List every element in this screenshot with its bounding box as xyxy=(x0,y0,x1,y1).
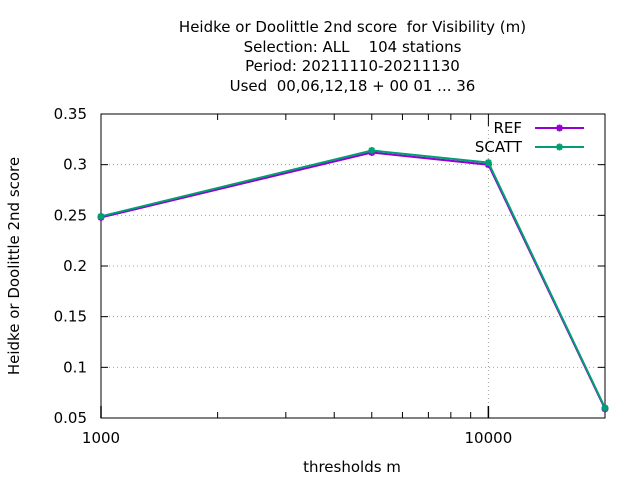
data-point-marker xyxy=(97,213,105,220)
series-line xyxy=(100,151,606,410)
y-tick-label: 0.25 xyxy=(54,206,87,224)
data-point-marker xyxy=(368,147,375,154)
legend-label: SCATT xyxy=(475,138,523,156)
legend-marker xyxy=(556,143,563,151)
title-line-3: Period: 20211110-20211130 xyxy=(245,57,460,75)
series-ref xyxy=(97,149,609,413)
legend-entry-ref: REF xyxy=(493,119,584,137)
title-line-4: Used 00,06,12,18 + 00 01 ... 36 xyxy=(229,76,476,95)
legend-label: REF xyxy=(493,119,522,137)
data-point-marker xyxy=(601,404,609,412)
legend-entry-scatt: SCATT xyxy=(475,138,584,156)
x-tick-label: 1000 xyxy=(82,429,120,447)
y-tick-label: 0.05 xyxy=(54,409,87,427)
data-point xyxy=(97,212,105,220)
data-point-marker xyxy=(485,159,492,166)
data-point xyxy=(484,159,492,167)
y-tick-label: 0.3 xyxy=(63,156,87,174)
y-tick-label: 0.1 xyxy=(63,358,87,376)
y-tick-label: 0.2 xyxy=(63,257,87,275)
series-line xyxy=(100,149,606,409)
data-point xyxy=(368,146,376,154)
x-axis-label: thresholds m xyxy=(303,458,401,476)
legend-marker xyxy=(556,124,563,132)
title-line-1: Heidke or Doolittle 2nd score for Visibi… xyxy=(178,18,527,36)
x-tick-label: 10000 xyxy=(465,429,513,447)
title-line-2: Selection: ALL 104 stations xyxy=(243,37,462,56)
y-tick-label: 0.15 xyxy=(54,308,87,326)
y-tick-label: 0.35 xyxy=(54,105,87,123)
data-point xyxy=(601,404,609,412)
chart-title: Heidke or Doolittle 2nd score for Visibi… xyxy=(100,18,605,96)
series-scatt xyxy=(97,146,609,412)
